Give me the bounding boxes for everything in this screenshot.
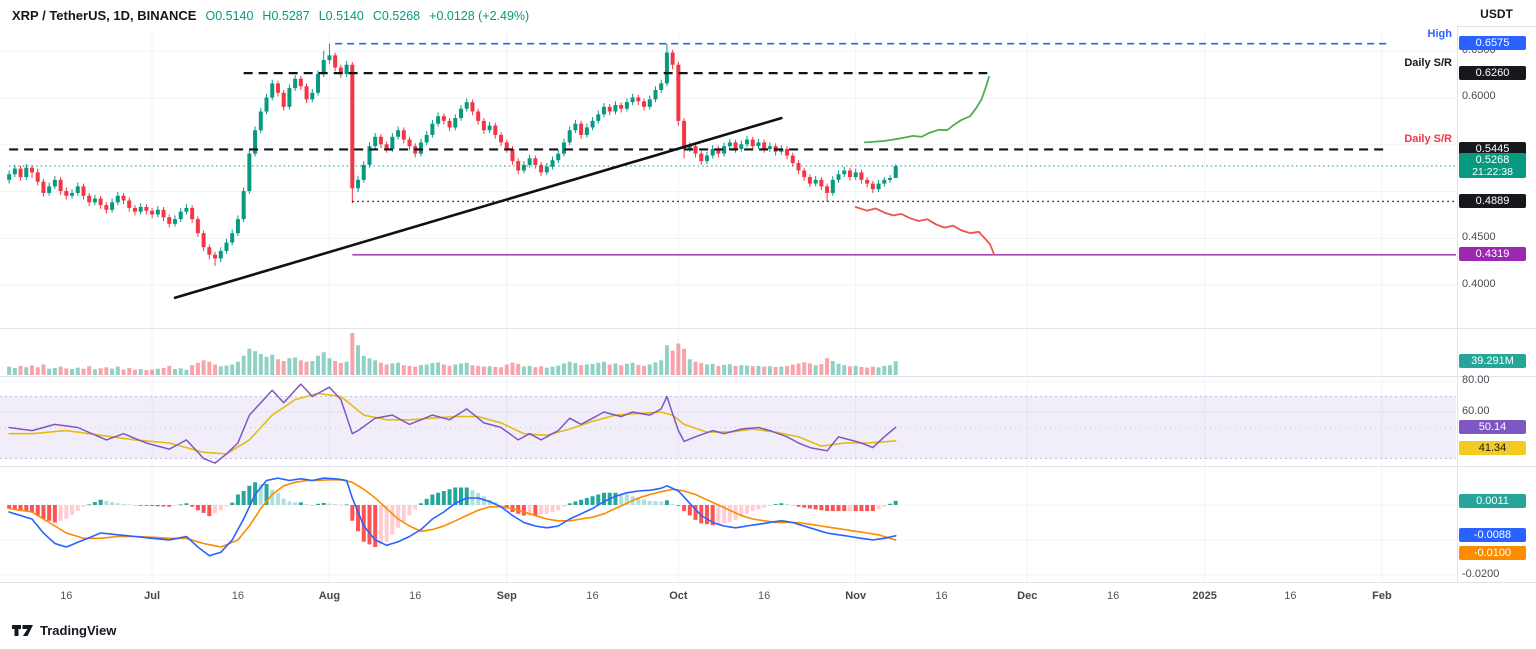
- macd-tick--0.0200: -0.0200: [1462, 568, 1500, 580]
- tradingview-logo-icon: [12, 625, 33, 636]
- time-scale[interactable]: [0, 583, 1536, 616]
- axis-badge-macd-line-value: -0.0088: [1459, 528, 1526, 543]
- chart-legend: XRP / TetherUS, 1D, BINANCE O0.5140 H0.5…: [12, 8, 529, 23]
- price-tick-0.4000: 0.4000: [1462, 277, 1496, 290]
- rsi-tick-60.00: 60.00: [1462, 405, 1490, 417]
- projection-up-curve: [863, 76, 990, 144]
- time-label-Jul: Jul: [144, 590, 161, 602]
- ohlc-open: O0.5140: [205, 9, 254, 23]
- ohlc-low: L0.5140: [318, 9, 364, 23]
- projection-down-curve: [854, 206, 995, 256]
- price-tick-0.6000: 0.6000: [1462, 90, 1496, 103]
- axis-badge-rsi-value: 50.14: [1459, 419, 1526, 434]
- change-value: +0.0128 (+2.49%): [429, 9, 530, 23]
- price-tick-0.4500: 0.4500: [1462, 230, 1496, 243]
- macd-signal-line: [8, 478, 897, 548]
- time-label-Oct: Oct: [669, 590, 688, 602]
- trendline: [173, 116, 783, 300]
- time-label-16: 16: [758, 590, 771, 602]
- level-label-daily-sr-lower: Daily S/R: [1404, 133, 1452, 146]
- axis-badge-volume-value: 39.291M: [1459, 353, 1526, 368]
- currency-toggle-button[interactable]: USDT: [1480, 7, 1513, 21]
- ohlc-close: C0.5268: [372, 9, 421, 23]
- axis-badge-daily-sr-upper: 0.6260: [1459, 65, 1526, 80]
- axis-badge-last-price: 0.5268 21:22:38: [1459, 153, 1526, 178]
- axis-badge-purple-level: 0.4319: [1459, 247, 1526, 262]
- symbol-title[interactable]: XRP / TetherUS, 1D, BINANCE: [12, 8, 197, 23]
- axis-badge-macd-hist-value: 0.0011: [1459, 493, 1526, 508]
- axis-badge-high-level: 0.6575: [1459, 36, 1526, 51]
- axis-badge-support-level: 0.4889: [1459, 193, 1526, 208]
- tradingview-logo[interactable]: TradingView: [12, 622, 116, 638]
- time-label-16: 16: [935, 590, 948, 602]
- time-label-2025: 2025: [1192, 590, 1217, 602]
- time-label-Dec: Dec: [1017, 590, 1038, 602]
- macd-line: [8, 477, 897, 557]
- time-label-Nov: Nov: [845, 590, 867, 602]
- rsi-ma-line: [8, 392, 897, 455]
- time-label-16: 16: [409, 590, 422, 602]
- rsi-tick-80.00: 80.00: [1462, 374, 1490, 386]
- time-label-16: 16: [1284, 590, 1297, 602]
- tradingview-logo-text: TradingView: [40, 622, 117, 638]
- rsi-line: [8, 383, 897, 464]
- time-label-16: 16: [60, 590, 73, 602]
- time-label-Aug: Aug: [318, 590, 341, 602]
- time-label-16: 16: [1106, 590, 1120, 602]
- time-label-Feb: Feb: [1372, 590, 1392, 602]
- time-label-Sep: Sep: [496, 590, 517, 602]
- level-label-high-line: High: [1427, 27, 1452, 40]
- level-label-daily-sr-upper: Daily S/R: [1404, 57, 1452, 70]
- time-label-16: 16: [586, 590, 599, 602]
- axis-badge-rsi-ma-value: 41.34: [1459, 441, 1526, 456]
- time-label-16: 16: [231, 590, 245, 602]
- axis-badge-daily-sr-lower: 0.5445: [1459, 141, 1526, 156]
- ohlc-high: H0.5287: [262, 9, 310, 23]
- axis-badge-macd-signal-value: -0.0100: [1459, 545, 1526, 560]
